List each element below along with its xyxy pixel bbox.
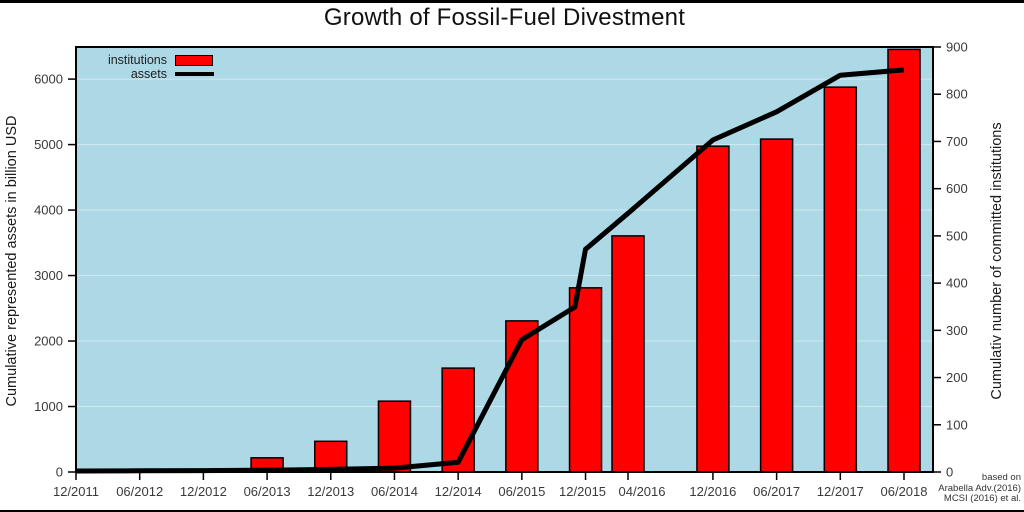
y-left-tick-label-5000: 5000 [34, 137, 63, 152]
plot-border [75, 46, 934, 473]
bar-06/2014 [377, 400, 412, 473]
bar-06/2018 [887, 48, 921, 473]
x-tick-label-12/2015: 12/2015 [559, 484, 606, 499]
y-right-tick-label-100: 100 [946, 417, 968, 432]
y-right-tick-label-0: 0 [946, 465, 953, 480]
legend-swatch-institutions [175, 54, 213, 66]
attribution: based on Arabella Adv.(2016) MCSI (2016)… [938, 472, 1021, 505]
window-top-border [0, 0, 1024, 3]
plot-background [76, 47, 933, 472]
x-tick-label-12/2017: 12/2017 [817, 484, 864, 499]
x-tick-label-06/2018: 06/2018 [881, 484, 928, 499]
x-tick-label-06/2012: 06/2012 [116, 484, 163, 499]
x-tick-label-12/2012: 12/2012 [180, 484, 227, 499]
bar-06/2015 [505, 320, 539, 473]
legend-row-assets: assets [85, 67, 214, 81]
y-right-tick-label-600: 600 [946, 181, 968, 196]
bar-06/2017 [759, 138, 794, 473]
window-bottom-border [0, 510, 1024, 512]
y-left-tick-label-1000: 1000 [34, 399, 63, 414]
legend-row-institutions: institutions [85, 53, 214, 67]
y-left-tick-label-6000: 6000 [34, 72, 63, 87]
y-right-tick-label-700: 700 [946, 134, 968, 149]
y-right-tick-label-900: 900 [946, 40, 968, 55]
assets-line [75, 67, 905, 474]
attribution-line-2: Arabella Adv.(2016) [938, 482, 1021, 494]
y-right-tick-label-500: 500 [946, 228, 968, 243]
bar-12/2014 [441, 367, 475, 473]
y-right-tick-label-300: 300 [946, 323, 968, 338]
chart-title: Growth of Fossil-Fuel Divestment [323, 4, 686, 31]
x-tick-label-06/2013: 06/2013 [244, 484, 291, 499]
y-left-tick-label-2000: 2000 [34, 334, 63, 349]
x-tick-label-06/2015: 06/2015 [498, 484, 545, 499]
x-tick-label-06/2014: 06/2014 [371, 484, 418, 499]
legend-swatch-assets [175, 71, 214, 77]
bar-12/2017 [823, 86, 858, 473]
attribution-line-1: based on [981, 472, 1021, 483]
legend: institutions assets [85, 53, 214, 81]
y-right-tick-label-200: 200 [946, 370, 968, 385]
y-left-tick-label-0: 0 [56, 465, 63, 480]
bar-12/2015 [568, 287, 603, 473]
y-right-tick-label-800: 800 [946, 87, 968, 102]
legend-label-institutions: institutions [107, 53, 167, 67]
x-tick-label-12/2011: 12/2011 [53, 484, 99, 499]
x-tick-label-12/2016: 12/2016 [689, 484, 736, 499]
attribution-line-3: MCSI (2016) et al. [943, 493, 1021, 504]
bar-12/2016 [696, 145, 730, 473]
y-left-tick-label-3000: 3000 [34, 268, 63, 283]
x-tick-label-04/2016: 04/2016 [619, 484, 666, 499]
y-right-tick-label-400: 400 [946, 276, 968, 291]
x-tick-label-06/2017: 06/2017 [753, 484, 800, 499]
x-tick-label-12/2013: 12/2013 [307, 484, 354, 499]
legend-label-assets: assets [130, 67, 167, 81]
bar-04/2016 [611, 235, 645, 473]
x-tick-label-12/2014: 12/2014 [435, 484, 482, 499]
y-left-tick-label-4000: 4000 [34, 203, 63, 218]
